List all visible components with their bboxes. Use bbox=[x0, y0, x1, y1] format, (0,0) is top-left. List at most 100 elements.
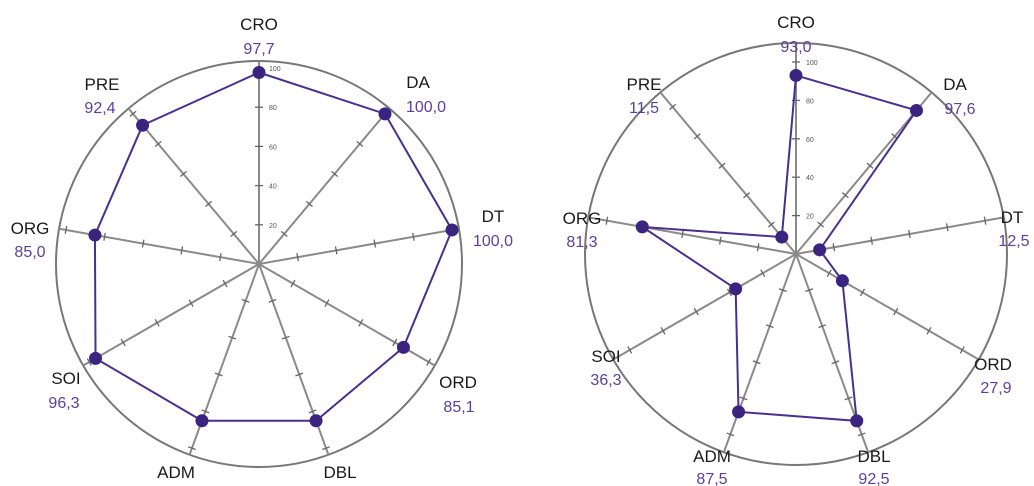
tick-mark bbox=[222, 279, 228, 288]
point-dbl bbox=[309, 414, 323, 428]
category-label-soi: SOI bbox=[51, 369, 80, 388]
tick-mark bbox=[926, 327, 932, 335]
tick-mark bbox=[693, 307, 699, 316]
tick-mark bbox=[103, 232, 106, 241]
spoke-dt bbox=[258, 227, 460, 265]
radar-chart-right: 20 40 60 80 100 CRO 93,0 DA 97,6 DT 12,5 ORD 27,9 DBL… bbox=[563, 13, 1030, 486]
tick-mark bbox=[826, 269, 832, 277]
point-ord bbox=[396, 340, 410, 354]
tick-mark bbox=[959, 346, 965, 354]
rtick-label: 40 bbox=[806, 175, 814, 182]
tick-mark bbox=[129, 110, 137, 117]
tick-mark bbox=[669, 103, 677, 110]
tick-mark bbox=[280, 230, 288, 238]
category-label-pre: PRE bbox=[627, 75, 662, 94]
rtick-label: 100 bbox=[269, 66, 281, 73]
tick-mark bbox=[241, 298, 250, 303]
point-da bbox=[378, 107, 392, 121]
value-label-ord: 85,1 bbox=[443, 399, 474, 416]
value-label-cro: 93,0 bbox=[780, 39, 811, 56]
tick-mark bbox=[281, 335, 290, 340]
point-ord bbox=[835, 274, 849, 288]
tick-mark bbox=[832, 243, 836, 252]
point-adm bbox=[195, 414, 209, 428]
tick-mark bbox=[228, 335, 237, 340]
category-label-org: ORG bbox=[11, 219, 50, 238]
tick-mark bbox=[756, 243, 760, 252]
rtick-label: 80 bbox=[269, 105, 277, 112]
spoke-dt bbox=[795, 216, 1004, 255]
tick-mark bbox=[219, 253, 222, 262]
tick-mark bbox=[767, 221, 775, 228]
tick-mark bbox=[660, 327, 666, 335]
point-da bbox=[909, 103, 923, 117]
value-label-da: 97,6 bbox=[944, 101, 975, 118]
category-label-dbl: DBL bbox=[323, 463, 356, 482]
spoke-pre bbox=[127, 107, 260, 265]
data-polygon bbox=[638, 74, 919, 422]
tick-mark bbox=[818, 324, 827, 329]
value-label-adm: 87,5 bbox=[696, 471, 727, 486]
value-label-org: 85,0 bbox=[14, 244, 45, 261]
data-polygon bbox=[93, 71, 454, 422]
category-label-adm: ADM bbox=[157, 463, 195, 482]
rtick-label: 20 bbox=[806, 214, 814, 221]
category-label-adm: ADM bbox=[693, 447, 731, 466]
tick-mark bbox=[983, 216, 987, 225]
value-label-pre: 92,4 bbox=[84, 100, 115, 117]
point-soi bbox=[89, 351, 103, 365]
category-label-ord: ORD bbox=[439, 373, 477, 392]
point-dbl bbox=[850, 414, 864, 428]
tick-mark bbox=[154, 319, 160, 327]
tick-mark bbox=[201, 409, 210, 414]
value-label-dt: 100,0 bbox=[473, 233, 513, 250]
value-label-org: 81,3 bbox=[566, 234, 597, 251]
spoke-adm bbox=[722, 253, 797, 453]
value-label-ord: 27,9 bbox=[980, 380, 1011, 397]
tick-mark bbox=[718, 162, 726, 169]
tick-mark bbox=[412, 232, 415, 241]
category-label-dt: DT bbox=[1001, 208, 1024, 227]
tick-mark bbox=[331, 170, 339, 177]
rtick-label: 80 bbox=[806, 98, 814, 105]
tick-mark bbox=[908, 229, 911, 239]
spoke-org bbox=[588, 216, 797, 255]
point-pre bbox=[136, 118, 150, 132]
tick-mark bbox=[356, 140, 364, 147]
tick-mark bbox=[64, 225, 68, 235]
tick-mark bbox=[605, 216, 609, 225]
tick-mark bbox=[141, 239, 145, 248]
category-label-org: ORG bbox=[563, 209, 602, 228]
tick-mark bbox=[120, 338, 126, 347]
value-label-soi: 36,3 bbox=[590, 372, 621, 389]
spoke-da bbox=[795, 91, 933, 255]
point-org bbox=[88, 228, 102, 242]
point-cro bbox=[252, 66, 266, 80]
tick-mark bbox=[188, 299, 194, 307]
tick-mark bbox=[866, 162, 874, 169]
point-adm bbox=[732, 405, 746, 419]
point-soi bbox=[729, 282, 743, 296]
tick-mark bbox=[627, 346, 633, 354]
tick-mark bbox=[179, 170, 187, 177]
tick-mark bbox=[844, 396, 853, 401]
tick-mark bbox=[290, 279, 296, 288]
point-dt bbox=[813, 243, 827, 257]
category-label-cro: CRO bbox=[777, 13, 815, 32]
tick-mark bbox=[373, 239, 377, 248]
tick-mark bbox=[322, 446, 331, 451]
spoke-soi bbox=[82, 263, 260, 367]
tick-mark bbox=[726, 432, 735, 437]
tick-mark bbox=[817, 221, 825, 228]
point-org bbox=[635, 220, 649, 234]
category-label-da: DA bbox=[943, 75, 967, 94]
tick-mark bbox=[859, 288, 866, 297]
tick-mark bbox=[426, 358, 432, 366]
point-dt bbox=[445, 223, 459, 237]
category-label-da: DA bbox=[406, 73, 430, 92]
rtick-label: 20 bbox=[269, 223, 277, 230]
tick-mark bbox=[726, 288, 733, 297]
tick-mark bbox=[805, 288, 814, 293]
tick-mark bbox=[268, 298, 277, 303]
tick-mark bbox=[205, 200, 213, 208]
